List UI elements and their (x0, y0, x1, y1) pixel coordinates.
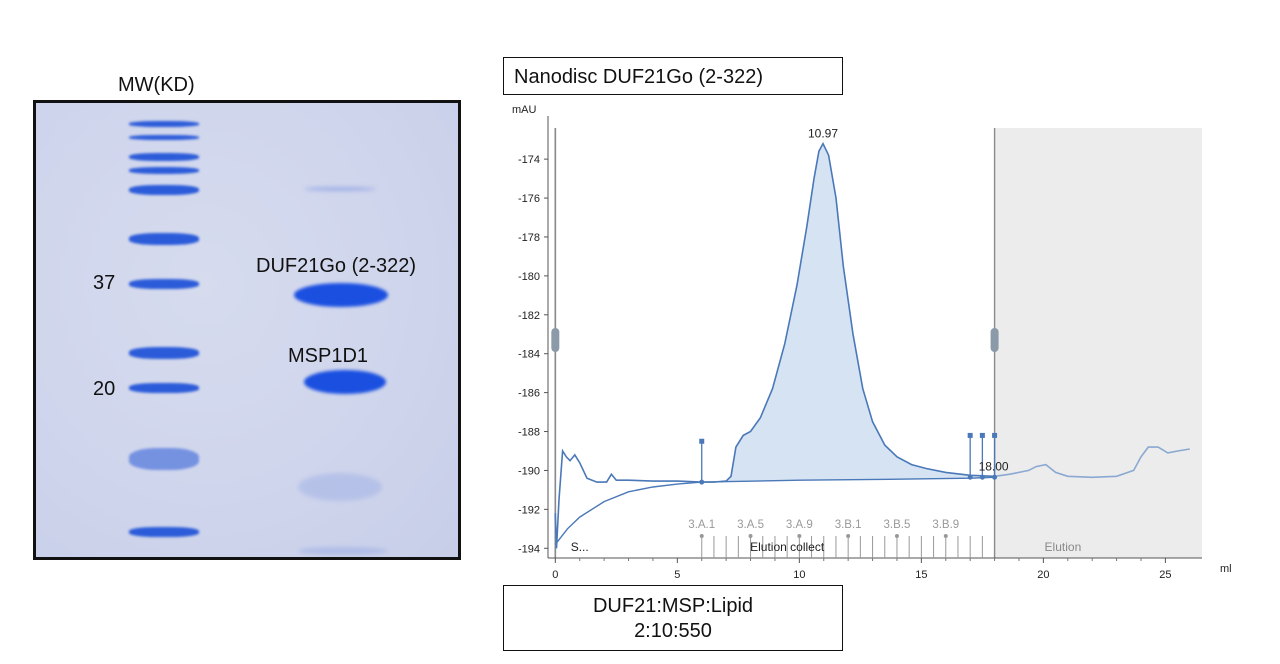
fraction-label: 3.B.1 (835, 519, 862, 531)
fraction-label: 3.A.1 (688, 519, 715, 531)
phase-label: Elution (1045, 540, 1082, 554)
mw-marker-20: 20 (93, 378, 116, 400)
elution-shaded-region (994, 128, 1202, 558)
y-tick-label: -178 (518, 232, 540, 244)
fraction-label: 3.B.5 (884, 519, 911, 531)
x-tick-label: 20 (1037, 569, 1049, 581)
ladder-band (129, 448, 199, 470)
ratio-label: DUF21:MSP:Lipid (592, 595, 754, 617)
fraction-label: 3.B.9 (932, 519, 959, 531)
ratio-box: DUF21:MSP:Lipid 2:10:550 (503, 585, 843, 651)
x-tick-label: 25 (1159, 569, 1171, 581)
fraction-dot (699, 534, 704, 538)
x-tick-label: 10 (793, 569, 805, 581)
ladder-band (129, 347, 199, 359)
fraction-dot (894, 534, 899, 538)
marker-pin-head (967, 432, 973, 438)
y-tick-label: -174 (518, 154, 540, 166)
x-tick-label: 5 (674, 569, 680, 581)
integration-end-label: 18.00 (979, 459, 1009, 473)
marker-pin-head (699, 438, 705, 444)
y-tick-label: -186 (518, 388, 540, 400)
marker-pin-foot (992, 474, 998, 480)
marker-pin-foot (979, 474, 985, 480)
duf21go-band-label: DUF21Go (2-322) (256, 255, 417, 277)
y-tick-label: -192 (518, 504, 540, 516)
duf21go-band (294, 283, 388, 307)
phase-label: S... (571, 540, 589, 554)
fraction-dot (748, 534, 753, 538)
fraction-dot (846, 534, 851, 538)
y-tick-label: -176 (518, 193, 540, 205)
phase-label: Elution collect (750, 540, 825, 554)
fraction-dot (943, 534, 948, 538)
ladder-band (129, 121, 199, 127)
ladder-band (129, 185, 199, 195)
ladder-band (129, 135, 199, 140)
y-tick-label: -184 (518, 349, 540, 361)
marker-pin-head (979, 432, 985, 438)
msp1d1-band (304, 370, 386, 394)
fraction-label: 3.A.9 (786, 519, 813, 531)
integration-baseline (554, 476, 995, 545)
sds-page-gel: DUF21Go (2-322) MSP1D1 (33, 100, 461, 560)
x-tick-label: 0 (552, 569, 558, 581)
ladder-band (129, 153, 199, 161)
marker-pin-foot (699, 479, 705, 485)
ratio-value: 2:10:550 (634, 620, 712, 642)
chromatogram-title: Nanodisc DUF21Go (2-322) (503, 57, 843, 95)
ladder-band (129, 527, 199, 537)
y-tick-label: -182 (518, 310, 540, 322)
y-tick-label: -188 (518, 427, 540, 439)
y-tick-label: -180 (518, 271, 540, 283)
boundary-handle (990, 328, 999, 352)
fraction-dot (797, 534, 802, 538)
x-tick-label: 15 (915, 569, 927, 581)
faint-band (304, 187, 376, 191)
boundary-handle (551, 328, 560, 352)
gel-mw-header: MW(KD) (118, 74, 195, 96)
ladder-band (129, 167, 199, 174)
chromatogram-chart: -194 -192 -190 -188 -186 -184 -182 -180 -178 -176… (512, 104, 1232, 581)
peak-area (701, 143, 995, 483)
y-tick-label: -190 (518, 465, 540, 477)
y-axis-label: mAU (512, 104, 537, 116)
uv-trace-post (994, 446, 1190, 479)
msp1d1-band-label: MSP1D1 (288, 345, 369, 367)
mw-marker-37: 37 (93, 272, 116, 294)
marker-pin-head (992, 432, 998, 438)
fraction-label: 3.A.5 (737, 519, 764, 531)
y-tick-label: -194 (518, 543, 540, 555)
ladder-band (129, 233, 199, 245)
marker-pin-foot (967, 474, 973, 480)
ladder-band (129, 279, 199, 289)
x-axis-label: ml (1220, 563, 1232, 575)
faint-band (298, 547, 388, 555)
faint-band (298, 473, 382, 501)
peak-label: 10.97 (808, 127, 838, 141)
uv-trace (554, 141, 995, 549)
ladder-band (129, 383, 199, 393)
